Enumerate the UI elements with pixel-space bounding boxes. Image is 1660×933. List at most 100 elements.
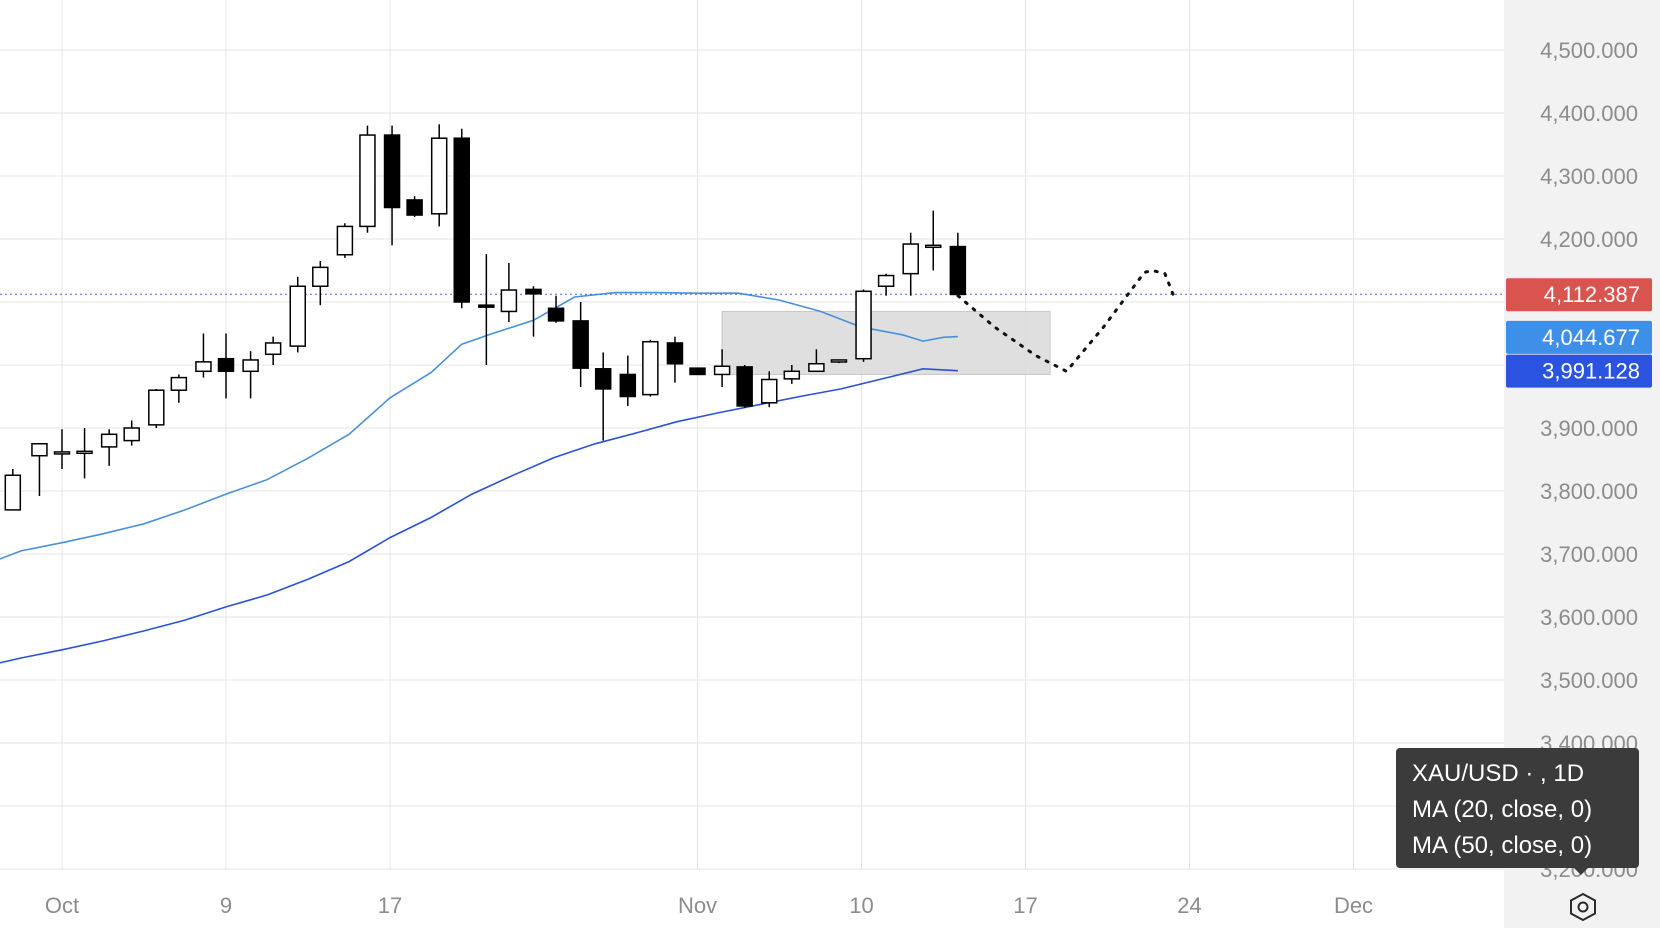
x-tick-label: Oct [45, 893, 79, 918]
candle [642, 339, 659, 397]
y-tick-label: 4,400.000 [1540, 101, 1638, 126]
candles [4, 124, 967, 511]
moving-averages [0, 291, 1504, 664]
candle-body [312, 266, 329, 288]
candle-body [877, 274, 895, 288]
candle-body [547, 307, 565, 322]
candle [242, 351, 259, 399]
candle-body [783, 370, 801, 380]
y-tick-label: 4,300.000 [1540, 164, 1638, 189]
candle [666, 336, 684, 383]
candle-body [808, 362, 825, 373]
candle [100, 429, 118, 466]
candle-body [902, 243, 919, 275]
candle-body [359, 134, 376, 228]
candle-body [242, 359, 259, 373]
y-tick-label: 4,500.000 [1540, 38, 1638, 63]
candle-body [925, 244, 942, 249]
x-tick-label: Dec [1334, 893, 1373, 918]
ma20-price-badge-label: 4,044.677 [1542, 325, 1640, 350]
candle [808, 349, 825, 373]
candle-body [572, 320, 589, 369]
candle-body [336, 225, 354, 256]
ma50-price-badge-label: 3,991.128 [1542, 359, 1640, 384]
candle [500, 262, 518, 323]
candle [736, 365, 753, 408]
candle [148, 388, 165, 428]
ma20-line [0, 291, 958, 560]
last-price-badge-label: 4,112.387 [1544, 282, 1640, 307]
legend-ma20-line: MA (20, close, 0) [1412, 796, 1593, 823]
candle [830, 359, 848, 364]
candle-body [289, 285, 306, 347]
candle [925, 210, 942, 271]
candle [76, 428, 93, 479]
candle [195, 333, 212, 378]
legend-ma50-line: MA (50, close, 0) [1412, 832, 1593, 859]
candle-body [383, 134, 401, 209]
candle [31, 443, 48, 497]
candle-body [195, 361, 212, 373]
candle [430, 124, 448, 227]
candle [547, 295, 565, 323]
y-tick-label: 4,200.000 [1540, 227, 1638, 252]
last-price-badge-bg [1506, 278, 1652, 312]
candle [336, 223, 354, 258]
support-zone-rect [721, 310, 1051, 375]
candle-body [713, 365, 731, 376]
candle [761, 371, 778, 408]
candle [217, 333, 235, 399]
candle [902, 232, 919, 296]
support-zone [721, 310, 1051, 375]
candle [855, 289, 872, 362]
candle [53, 429, 71, 469]
projection-path [956, 268, 1175, 374]
candle-body [76, 450, 93, 455]
candle-body [500, 289, 518, 313]
candle [572, 302, 589, 388]
candle [877, 273, 895, 296]
candle [783, 365, 801, 384]
candle [949, 232, 967, 296]
y-tick-label: 3,800.000 [1540, 479, 1638, 504]
candle [453, 128, 470, 309]
y-tick-label: 3,500.000 [1540, 668, 1638, 693]
candle [594, 352, 612, 441]
price-badges: 4,112.387 4,044.677 3,991.128 [1506, 278, 1652, 388]
candle-body [478, 304, 495, 308]
candle-body [855, 290, 872, 360]
candle [406, 196, 423, 217]
y-tick-label: 3,600.000 [1540, 605, 1638, 630]
candle-body [4, 474, 22, 511]
candle-body [100, 433, 118, 448]
y-tick-label: 3,700.000 [1540, 542, 1638, 567]
candle [289, 276, 306, 353]
x-tick-label: 9 [220, 893, 232, 918]
x-tick-label: 17 [378, 893, 402, 918]
last-price-badge: 4,112.387 [1506, 278, 1652, 312]
candle [4, 468, 22, 511]
candle-body [148, 389, 165, 426]
candle-body [170, 376, 188, 391]
ma50-line [0, 367, 958, 664]
candle-body [53, 451, 71, 455]
candle-body [31, 443, 48, 457]
candle [525, 286, 542, 337]
legend-pointer [1572, 866, 1590, 875]
candle-body [123, 427, 140, 442]
candle [170, 374, 188, 403]
candle [383, 125, 401, 246]
chart-settings-button[interactable] [1568, 892, 1598, 922]
projection-line [956, 268, 1175, 374]
candle-body [830, 359, 848, 363]
candle-body [642, 340, 659, 396]
ma20-price-badge-bg [1506, 320, 1652, 354]
legend-box: XAU/USD · , 1D MA (20, close, 0) MA (50,… [1396, 748, 1639, 868]
candle-body [264, 342, 282, 356]
gear-hexagon-icon[interactable] [1568, 892, 1598, 922]
candle [619, 355, 637, 406]
candle [689, 367, 706, 376]
